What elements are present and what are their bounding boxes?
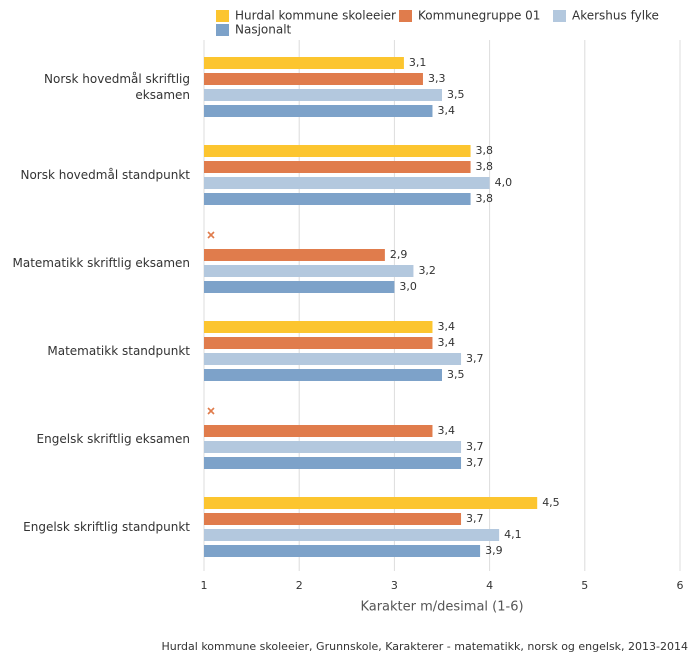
value-label: 3,7 xyxy=(466,440,484,453)
bar xyxy=(204,529,500,541)
value-label: 3,7 xyxy=(466,512,484,525)
y-tick-label: Norsk hovedmål standpunkt xyxy=(20,168,190,182)
value-label: 3,0 xyxy=(399,280,417,293)
bar xyxy=(204,513,462,525)
value-label: 3,3 xyxy=(428,72,446,85)
bar xyxy=(204,177,490,189)
x-tick-label: 2 xyxy=(296,579,303,592)
x-tick-label: 3 xyxy=(391,579,398,592)
y-tick-label: Engelsk skriftlig standpunkt xyxy=(23,520,190,534)
value-label: 3,8 xyxy=(476,144,494,157)
value-label: 4,1 xyxy=(504,528,522,541)
value-label: 3,2 xyxy=(418,264,436,277)
legend-swatch xyxy=(399,10,412,22)
value-label: 3,9 xyxy=(485,544,503,557)
legend-label: Akershus fylke xyxy=(572,9,659,23)
bar xyxy=(204,441,462,453)
x-tick-label: 6 xyxy=(677,579,684,592)
bar xyxy=(204,89,442,101)
legend-swatch xyxy=(216,10,229,22)
value-label: 3,8 xyxy=(476,160,494,173)
x-tick-label: 4 xyxy=(486,579,493,592)
missing-marker xyxy=(207,407,215,415)
bar xyxy=(204,425,433,437)
missing-marker xyxy=(207,231,215,239)
bar xyxy=(204,337,433,349)
bar xyxy=(204,249,385,261)
source: Hurdal kommune skoleeier, Grunnskole, Ka… xyxy=(161,640,688,653)
legend-label: Nasjonalt xyxy=(235,23,292,37)
value-label: 3,7 xyxy=(466,352,484,365)
y-tick-label: Matematikk skriftlig eksamen xyxy=(12,256,191,270)
value-label: 4,5 xyxy=(542,496,560,509)
value-label: 3,4 xyxy=(437,424,455,437)
value-label: 3,5 xyxy=(447,88,465,101)
y-tick-label: Norsk hovedmål skriftlig eksamen xyxy=(44,72,190,102)
bar xyxy=(204,145,471,157)
bar xyxy=(204,369,442,381)
bar xyxy=(204,321,433,333)
value-label: 4,0 xyxy=(495,176,512,189)
value-label: 3,4 xyxy=(437,104,455,117)
value-label: 3,1 xyxy=(409,56,427,69)
x-axis-label: Karakter m/desimal (1-6) xyxy=(360,600,523,615)
value-label: 3,5 xyxy=(447,368,465,381)
x-tick-label: 5 xyxy=(581,579,588,592)
legend-label: Hurdal kommune skoleeier xyxy=(235,9,396,23)
bar xyxy=(204,281,395,293)
bar xyxy=(204,545,481,557)
bar xyxy=(204,265,414,277)
bar xyxy=(204,161,471,173)
y-tick-label: Matematikk standpunkt xyxy=(47,344,190,358)
legend-swatch xyxy=(553,10,566,22)
value-label: 2,9 xyxy=(390,248,408,261)
value-label: 3,8 xyxy=(476,192,494,205)
bar xyxy=(204,73,423,85)
legend-label: Kommunegruppe 01 xyxy=(418,9,540,23)
bar xyxy=(204,497,538,509)
bar xyxy=(204,105,433,117)
x-tick-label: 1 xyxy=(201,579,208,592)
value-label: 3,7 xyxy=(466,456,484,469)
y-tick-label: Engelsk skriftlig eksamen xyxy=(36,432,190,446)
bar xyxy=(204,193,471,205)
bar xyxy=(204,57,404,69)
legend-swatch xyxy=(216,24,229,36)
value-label: 3,4 xyxy=(437,336,455,349)
value-label: 3,4 xyxy=(437,320,455,333)
bar xyxy=(204,353,462,365)
bar xyxy=(204,457,462,469)
